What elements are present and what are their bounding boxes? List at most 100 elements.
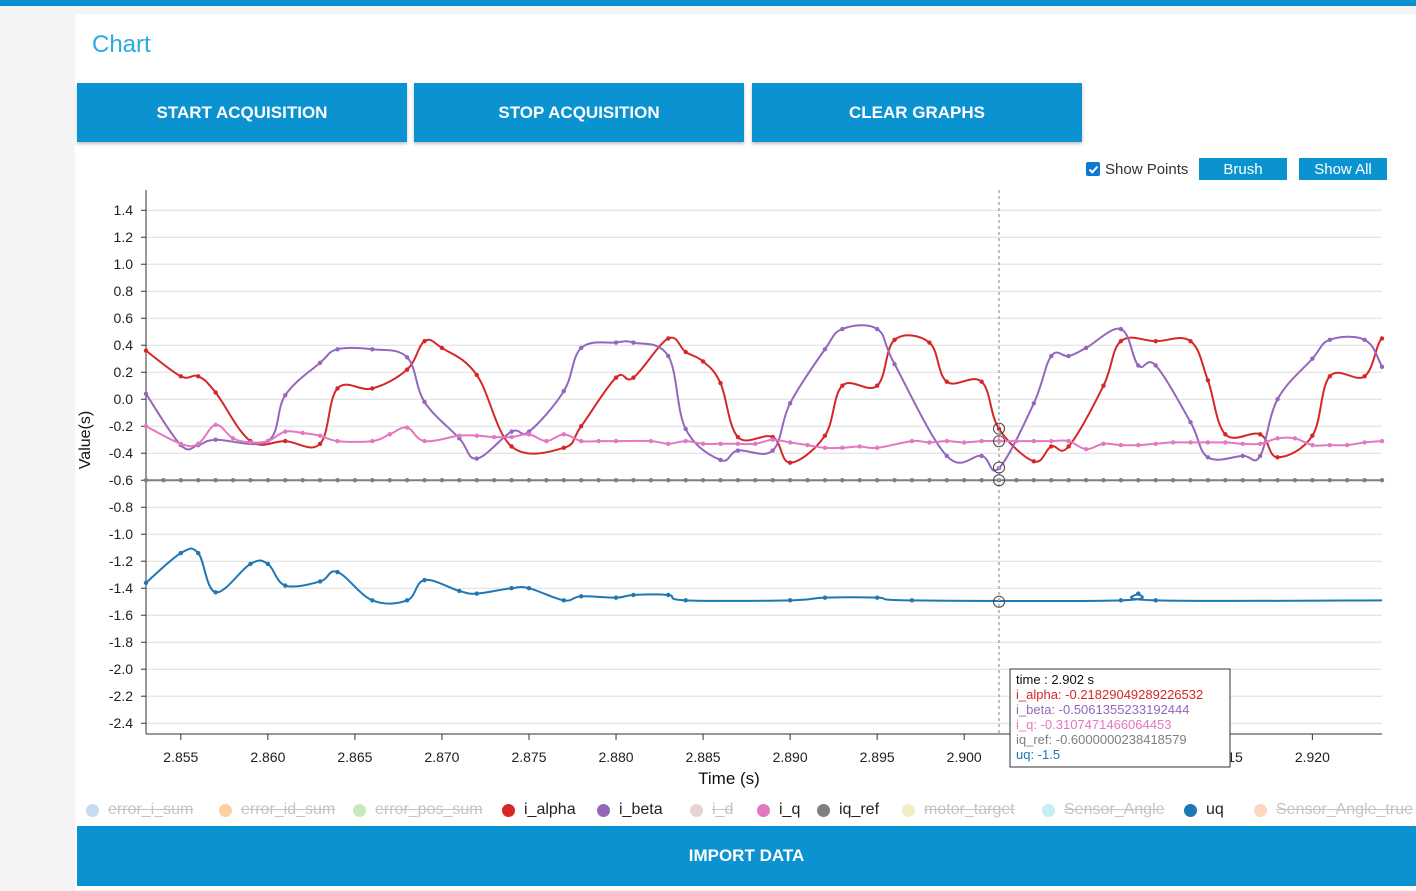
data-point-i_beta [1257,453,1263,459]
data-point-i_alpha [143,348,149,353]
data-point-i_beta [1240,453,1245,459]
data-point-uq [265,561,271,567]
data-point-iq_ref [596,478,601,483]
data-point-iq_ref [352,478,358,483]
data-point-i_beta [317,360,323,365]
import-data-button[interactable]: IMPORT DATA [77,826,1416,886]
data-point-iq_ref [735,478,741,483]
data-point-i_alpha [979,379,984,384]
clear-graphs-button[interactable]: CLEAR GRAPHS [752,83,1082,142]
show-points-control[interactable]: Show Points [1086,158,1188,180]
data-point-i_alpha [666,336,671,341]
data-point-uq [909,598,915,603]
y-tick-label: -0.4 [109,445,133,461]
y-tick-label: 1.0 [114,256,134,272]
legend-item-i_beta[interactable]: i_beta [597,801,663,819]
data-point-iq_ref [1205,478,1211,483]
show-all-button[interactable]: Show All [1299,158,1387,180]
data-point-iq_ref [1362,478,1367,483]
legend-item-i_alpha[interactable]: i_alpha [502,801,576,819]
data-point-i_beta [213,437,218,442]
data-point-uq [196,550,201,556]
data-point-i_beta [1188,419,1193,425]
legend-item-uq[interactable]: uq [1184,801,1224,819]
data-point-iq_ref [1327,478,1332,483]
data-point-i_alpha [422,338,427,344]
y-tick-label: 0.8 [114,283,134,299]
data-point-i_alpha [787,460,793,465]
tooltip-row: i_alpha: -0.21829049289226532 [1016,687,1203,702]
data-point-i_beta [631,340,636,345]
stop-acquisition-button[interactable]: STOP ACQUISITION [414,83,744,142]
legend-item-motor_target[interactable]: motor_target [902,801,1015,819]
data-point-i_beta [979,453,984,459]
data-point-i_q [666,441,671,446]
y-tick-label: -2.0 [109,661,133,677]
data-point-uq [1136,591,1141,596]
data-point-uq [422,577,427,583]
data-point-i_alpha [996,426,1002,432]
data-point-i_beta [735,448,741,453]
legend-item-i_q[interactable]: i_q [757,801,800,819]
y-tick-label: -2.4 [109,715,133,731]
data-point-iq_ref [822,478,828,483]
legend-item-error_pos_sum[interactable]: error_pos_sum [353,801,483,819]
data-point-iq_ref [718,478,723,483]
data-point-i_q [213,422,218,428]
data-point-iq_ref [927,478,932,483]
legend-item-Sensor_Angle_true[interactable]: Sensor_Angle_true [1254,801,1413,819]
data-point-uq [1118,598,1124,603]
data-point-i_q [1292,436,1298,441]
legend-dot [757,803,770,817]
data-point-uq [526,586,532,591]
data-point-uq [457,588,462,594]
data-point-i_beta [1379,364,1385,370]
data-point-i_alpha [474,372,479,378]
data-point-i_beta [822,347,828,352]
data-point-i_alpha [927,340,932,345]
legend-item-iq_ref[interactable]: iq_ref [817,801,879,819]
data-point-iq_ref [561,478,567,483]
data-point-iq_ref [805,478,810,483]
brush-button[interactable]: Brush [1199,158,1287,180]
data-point-i_q [265,438,271,444]
show-points-checkbox[interactable] [1086,162,1100,176]
data-point-i_q [143,424,149,429]
data-point-iq_ref [230,478,236,483]
data-point-iq_ref [1292,478,1298,483]
data-point-i_q [1205,440,1211,445]
data-point-uq [561,598,567,603]
data-point-i_q [961,440,967,445]
legend-item-error_id_sum[interactable]: error_id_sum [219,801,335,819]
legend-dot [817,803,830,817]
data-point-i_q [579,438,584,444]
data-point-i_beta [787,401,793,406]
data-point-iq_ref [1275,478,1280,483]
y-tick-label: -1.4 [109,580,133,596]
data-point-i_q [1344,442,1350,448]
legend-label: i_q [779,801,801,818]
data-point-i_alpha [700,359,706,364]
data-point-i_q [370,438,375,444]
data-point-i_q [196,441,201,446]
data-point-iq_ref [300,478,305,483]
hover-marker-i_q [993,435,1006,448]
data-point-i_q [1275,436,1280,441]
data-point-i_beta [1031,401,1037,406]
data-point-iq_ref [1066,478,1071,483]
line-chart[interactable]: 1.4 1.2 1.0 0.8 0.6 0.4 0.2 0.0 -0.2 -0.4 -0.6 -0.8… [0,0,1416,800]
data-point-i_q [735,441,741,446]
legend-item-i_d[interactable]: i_d [690,801,733,819]
data-point-i_beta [143,391,149,397]
y-tick-label: -1.0 [109,526,133,542]
start-acquisition-button[interactable]: START ACQUISITION [77,83,407,142]
data-point-i_beta [509,429,514,434]
data-point-iq_ref [404,478,410,483]
data-point-iq_ref [909,478,915,483]
data-point-i_q [387,432,392,437]
data-point-i_q [1066,438,1071,444]
data-point-uq [822,595,828,600]
legend-item-Sensor_Angle[interactable]: Sensor_Angle [1042,801,1165,819]
data-point-i_q [422,438,427,444]
legend-item-error_i_sum[interactable]: error_i_sum [86,801,193,819]
